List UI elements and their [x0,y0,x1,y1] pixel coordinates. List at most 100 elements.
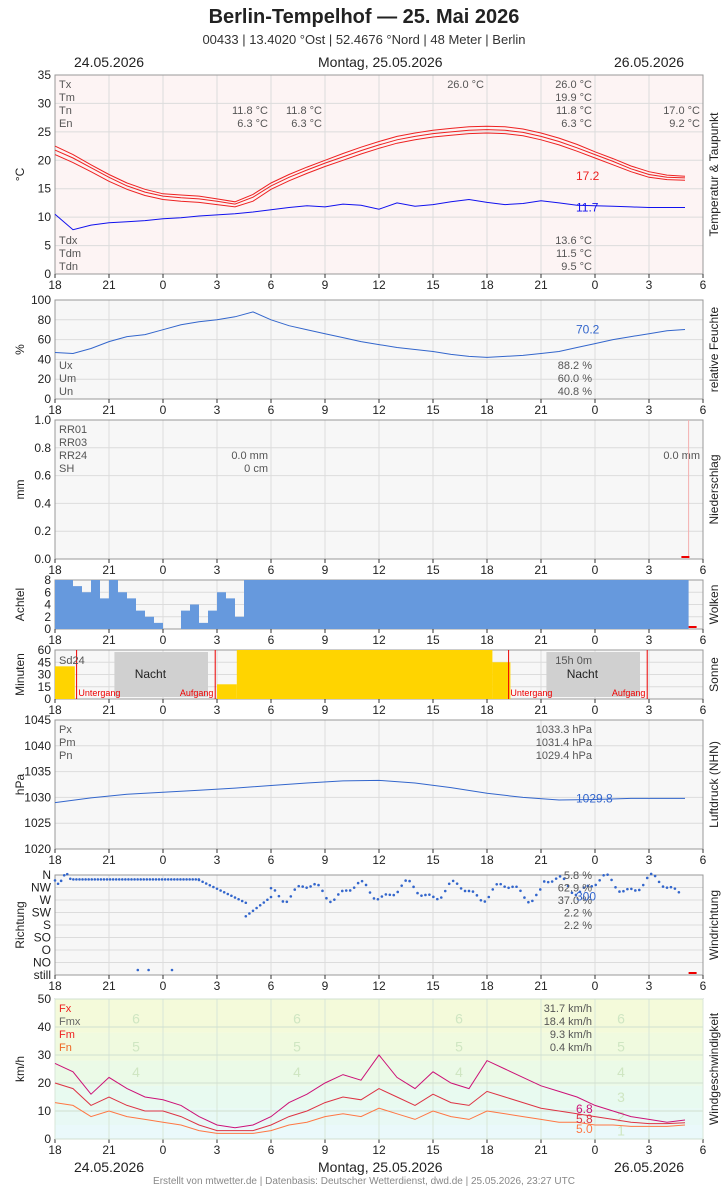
label-pn: Pn [59,750,72,762]
beaufort-label: 5 [293,1039,301,1055]
sunrise-label: Aufgang [612,688,646,698]
clouds-xtick-label: 18 [480,633,494,647]
wind_speed-xtick-label: 15 [426,1143,440,1157]
wind-dir-point [188,878,191,881]
wind-dir-point [62,873,66,877]
wind-dir-point [503,885,506,888]
wind_direction-ytick-label: N [42,868,51,882]
stat-en-prev: 6.3 °C [237,118,268,130]
wind-dir-point [194,878,198,881]
cloud-bar [217,592,226,629]
temperature-xtick-label: 21 [534,278,548,292]
wind-dir-point [139,878,142,881]
wind-dir-point [145,878,149,881]
wind-dir-point [219,889,222,892]
wind-dir-point [251,909,255,913]
wind-dir-point [392,893,396,897]
cloud-bar [100,598,109,629]
beaufort-label: 6 [617,1011,625,1027]
precipitation-ytick-label: 0.2 [34,524,51,538]
wind-dir-point [511,885,514,889]
wind-dir-point [574,893,578,897]
wind-dir-point [305,886,308,889]
wind_speed-xtick-label: 6 [700,1143,707,1157]
wind-dir-point [230,894,233,898]
wind-dir-point [277,894,281,898]
wind_direction-xtick-label: 6 [700,979,707,993]
wind-dir-point [396,890,400,894]
label-pm: Pm [59,737,76,749]
precipitation-ytick-label: 0.6 [34,469,51,483]
wind_speed-ytick-label: 0 [44,1132,51,1146]
wind_direction-xtick-label: 9 [322,979,329,993]
wind-dir-point [637,888,641,892]
sunshine-xtick-label: 6 [268,703,275,717]
wind-dir-point [255,906,258,910]
sunshine-xtick-label: 18 [480,703,494,717]
clouds-side-label: Wolken [707,585,721,625]
sunshine-xtick-label: 12 [372,703,386,717]
cloud-bar [73,586,82,629]
temperature-ytick-label: 0 [44,267,51,281]
wind-dir-point [325,896,328,900]
sunshine-xtick-label: 0 [592,703,599,717]
wind_speed-ytick-label: 50 [38,992,52,1006]
clouds-xtick-label: 3 [646,633,653,647]
wind-dir-point [558,875,562,878]
sunshine-ytick-label: 15 [38,680,52,694]
stat-tdm: 11.5 °C [556,248,592,260]
label-fmx: Fmx [59,1016,81,1028]
sunset-label: Untergang [510,688,552,698]
cloud-bar [208,610,217,629]
pressure-ytick-label: 1030 [24,790,51,804]
wind-dir-point [127,878,130,881]
precipitation-xtick-label: 18 [48,563,62,577]
stat-fmx: 18.4 km/h [544,1016,592,1028]
wind_speed-side-label: Windgeschwindigkeit [707,1012,721,1125]
label-sh: SH [59,463,74,475]
wind-dir-point [142,878,146,881]
temperature-xtick-label: 18 [48,278,62,292]
wind_speed-ytick-label: 30 [38,1048,52,1062]
stat-tx-time: 26.0 °C [447,79,484,91]
precipitation-xtick-label: 6 [268,563,275,577]
wind-dir-point [475,894,479,897]
clouds-xtick-label: 6 [700,633,707,647]
precipitation-xtick-label: 3 [214,563,221,577]
beaufort-label: 6 [455,1011,463,1027]
cloud-bar [154,622,163,629]
wind-dir-point [499,882,502,886]
wind-dir-point [179,878,182,881]
temperature-ylabel: °C [13,167,27,181]
label-tdm: Tdm [59,248,81,260]
pressure-xtick-label: 15 [426,853,440,867]
humidity-xtick-label: 21 [534,403,548,417]
wind-dir-point [614,885,617,889]
wind-dir-point [65,872,69,876]
pressure-ytick-label: 1020 [24,842,51,856]
pressure-xtick-label: 21 [102,853,116,867]
wind-dir-point [244,901,248,905]
wind-dir-point [582,886,586,889]
wind-dir-point [333,898,336,901]
night-shade [114,652,208,697]
wind-dir-point [622,889,625,893]
wind-dir-point [96,878,100,881]
wind-dir-point [408,879,411,883]
wind-dir-point [185,878,188,881]
humidity-xtick-label: 0 [592,403,599,417]
wind-dir-point [163,878,167,881]
clouds-ylabel: Achtel [13,588,27,621]
wind-dir-point [443,889,447,893]
stat-tm: 19.9 °C [555,92,592,104]
wind_speed-xtick-label: 3 [214,1143,221,1157]
clouds-xtick-label: 18 [48,633,62,647]
wind-dir-point [364,883,368,887]
wind-dir-point [467,889,471,893]
wind-dir-point [562,877,566,881]
wind-dir-point [665,886,669,889]
stat-ux: 88.2 % [558,360,592,372]
precipitation-xtick-label: 12 [372,563,386,577]
sunshine-total: 15h 0m [555,655,592,667]
stat-sh-prev: 0 cm [244,463,268,475]
